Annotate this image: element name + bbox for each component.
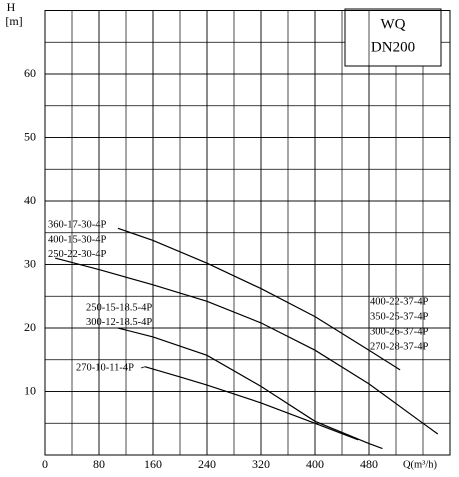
curve-label: 300-12-18.5-4P — [86, 317, 152, 328]
chart-subtitle: DN200 — [371, 39, 415, 55]
curve-label: 360-17-30-4P — [48, 219, 106, 230]
x-tick-label: 0 — [42, 457, 48, 471]
annotation: 400-22-37-4P — [370, 296, 428, 307]
x-tick-label: 80 — [93, 457, 105, 471]
x-tick-label: 320 — [252, 457, 270, 471]
annotation: 350-25-37-4P — [370, 311, 428, 322]
x-tick-label: 400 — [306, 457, 324, 471]
curve-label: 250-15-18.5-4P — [86, 302, 152, 313]
x-tick-label: 480 — [360, 457, 378, 471]
leader-line — [140, 366, 146, 369]
y-label: [m] — [5, 14, 22, 28]
y-tick-label: 40 — [24, 193, 36, 207]
curve — [144, 366, 359, 441]
curve-label: 250-22-30-4P — [48, 249, 106, 260]
annotation: 300-26-37-4P — [370, 326, 428, 337]
curve-label: 400-15-30-4P — [48, 234, 106, 245]
curve — [54, 257, 439, 435]
curve-label: 270-10-11-4P — [76, 362, 134, 373]
y-label: H — [7, 0, 16, 14]
annotation: 270-28-37-4P — [370, 341, 428, 352]
y-tick-label: 50 — [24, 129, 36, 143]
y-tick-label: 10 — [24, 383, 36, 397]
x-tick-label: 160 — [144, 457, 162, 471]
title-box — [344, 8, 442, 67]
x-tick-label: 240 — [198, 457, 216, 471]
curve — [117, 327, 383, 450]
y-tick-label: 60 — [24, 66, 36, 80]
x-label: Q(m³/h) — [403, 459, 438, 470]
chart-title: WQ — [381, 16, 406, 32]
curve — [117, 227, 401, 371]
y-tick-label: 30 — [24, 256, 36, 270]
y-tick-label: 20 — [24, 320, 36, 334]
